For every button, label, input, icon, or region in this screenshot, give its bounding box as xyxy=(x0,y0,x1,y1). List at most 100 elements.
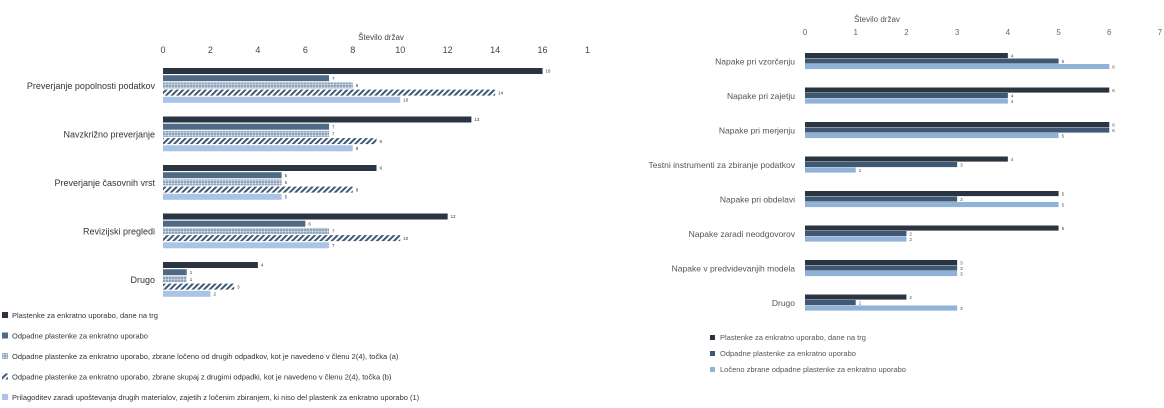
legend-swatch xyxy=(710,367,715,372)
bar-napake-zaradi-neodgovorov-s2 xyxy=(805,231,907,237)
data-label: 6 xyxy=(1112,65,1115,70)
bar-napake-pri-merjenju-s1 xyxy=(805,122,1110,128)
data-label: 3 xyxy=(960,197,963,202)
x-tick-label: 12 xyxy=(443,45,453,55)
bar-navzkrizno-preverjanje-s1 xyxy=(163,116,472,123)
data-label: 1 xyxy=(190,277,193,282)
data-label: 3 xyxy=(960,266,963,271)
x-tick-label: 18 xyxy=(585,45,590,55)
bar-navzkrizno-preverjanje-s3 xyxy=(163,130,330,137)
data-label: 7 xyxy=(332,132,335,137)
data-label: 1 xyxy=(859,168,862,173)
bar-preverjanje-popolnosti-podatkov-s1 xyxy=(163,68,543,74)
legend-swatch xyxy=(710,351,715,356)
data-label: 1 xyxy=(190,270,193,275)
x-tick-label: 2 xyxy=(904,28,909,37)
data-label: 4 xyxy=(261,263,264,268)
data-label: 2 xyxy=(909,232,912,237)
x-tick-label: 6 xyxy=(303,45,308,55)
legend-label: Plastenke za enkratno uporabo, dane na t… xyxy=(12,311,158,320)
axis-title: Število držav xyxy=(358,33,404,42)
bar-preverjanje-casovnih-vrst-s5 xyxy=(163,193,282,200)
bar-drugo-s5 xyxy=(163,290,211,297)
category-label-napake-pri-merjenju: Napake pri merjenju xyxy=(719,125,795,135)
bar-napake-v-predvidevanjih-modela-s3 xyxy=(805,271,958,277)
data-label: 4 xyxy=(1011,157,1014,162)
data-label: 10 xyxy=(403,98,409,103)
data-label: 3 xyxy=(960,272,963,277)
axis-title: Število držav xyxy=(854,15,900,24)
bar-napake-v-predvidevanjih-modela-s1 xyxy=(805,260,958,266)
category-label-navzkrizno-preverjanje: Navzkrižno preverjanje xyxy=(63,130,155,140)
legend-swatch xyxy=(2,332,8,339)
data-label: 12 xyxy=(451,214,457,219)
bar-revizijski-pregledi-s3 xyxy=(163,227,330,234)
bar-napake-pri-obdelavi-s1 xyxy=(805,191,1059,197)
data-label: 5 xyxy=(1062,134,1065,139)
legend-label: Plastenke za enkratno uporabo, dane na t… xyxy=(720,333,866,342)
bar-drugo-s4 xyxy=(163,283,235,290)
category-label-napake-pri-zajetju: Napake pri zajetju xyxy=(727,91,795,101)
x-tick-label: 10 xyxy=(395,45,405,55)
chart-left: Število držav 024681012141618 Preverjanj… xyxy=(2,33,590,402)
bar-revizijski-pregledi-s2 xyxy=(163,220,306,227)
data-label: 14 xyxy=(498,90,504,95)
legend-label: Odpadne plastenke za enkratno uporabo, z… xyxy=(12,373,392,382)
bar-napake-pri-vzorcenju-s2 xyxy=(805,58,1059,64)
data-label: 4 xyxy=(1011,94,1014,99)
data-label: 5 xyxy=(1062,203,1065,208)
bar-napake-pri-vzorcenju-s3 xyxy=(805,64,1110,70)
bar-preverjanje-popolnosti-podatkov-s5 xyxy=(163,96,401,103)
data-label: 9 xyxy=(380,166,383,171)
bar-preverjanje-casovnih-vrst-s1 xyxy=(163,165,377,171)
x-tick-label: 8 xyxy=(350,45,355,55)
bar-napake-pri-obdelavi-s2 xyxy=(805,196,958,202)
legend-label: Odpadne plastenke za enkratno uporabo xyxy=(12,332,148,341)
bar-drugo-s1 xyxy=(805,294,907,300)
legend-label: Odpadne plastenke za enkratno uporabo xyxy=(720,349,856,358)
bar-revizijski-pregledi-s4 xyxy=(163,235,401,242)
x-tick-label: 6 xyxy=(1107,28,1112,37)
category-label-testni-instrumenti-za-zbiranje-podatkov: Testni instrumenti za zbiranje podatkov xyxy=(649,160,796,170)
data-label: 3 xyxy=(960,261,963,266)
x-tick-label: 5 xyxy=(1056,28,1061,37)
bar-napake-pri-zajetju-s3 xyxy=(805,98,1008,104)
x-tick-label: 0 xyxy=(803,28,808,37)
category-label-revizijski-pregledi: Revizijski pregledi xyxy=(83,227,155,237)
bar-testni-instrumenti-za-zbiranje-podatkov-s1 xyxy=(805,156,1008,162)
data-label: 7 xyxy=(332,76,335,81)
data-label: 6 xyxy=(308,221,311,226)
x-tick-label: 2 xyxy=(208,45,213,55)
data-label: 8 xyxy=(356,187,359,192)
bar-drugo-s2 xyxy=(805,300,856,306)
data-label: 2 xyxy=(213,292,216,297)
bar-revizijski-pregledi-s5 xyxy=(163,242,330,249)
data-label: 5 xyxy=(285,195,288,200)
data-label: 7 xyxy=(332,229,335,234)
legend-label: Prilagoditev zaradi upoštevanja drugih m… xyxy=(12,393,420,402)
x-tick-label: 14 xyxy=(490,45,500,55)
bar-napake-pri-zajetju-s1 xyxy=(805,87,1110,93)
data-label: 5 xyxy=(1062,59,1065,64)
category-label-napake-zaradi-neodgovorov: Napake zaradi neodgovorov xyxy=(689,229,796,239)
category-label-napake-v-predvidevanjih-modela: Napake v predvidevanjih modela xyxy=(672,263,796,273)
data-label: 3 xyxy=(237,284,240,289)
x-tick-label: 16 xyxy=(538,45,548,55)
data-label: 1 xyxy=(859,301,862,306)
bar-napake-pri-obdelavi-s3 xyxy=(805,202,1059,208)
data-label: 5 xyxy=(285,180,288,185)
data-label: 16 xyxy=(546,69,552,74)
category-label-preverjanje-casovnih-vrst: Preverjanje časovnih vrst xyxy=(54,178,155,188)
legend-swatch xyxy=(710,335,715,340)
data-label: 6 xyxy=(1112,88,1115,93)
bar-napake-pri-merjenju-s3 xyxy=(805,133,1059,139)
data-label: 6 xyxy=(1112,123,1115,128)
x-tick-label: 4 xyxy=(1006,28,1011,37)
data-label: 9 xyxy=(380,139,383,144)
legend-swatch xyxy=(2,312,8,318)
data-label: 7 xyxy=(332,124,335,129)
data-label: 5 xyxy=(1062,192,1065,197)
legend-swatch xyxy=(2,353,8,359)
bar-revizijski-pregledi-s1 xyxy=(163,213,448,220)
